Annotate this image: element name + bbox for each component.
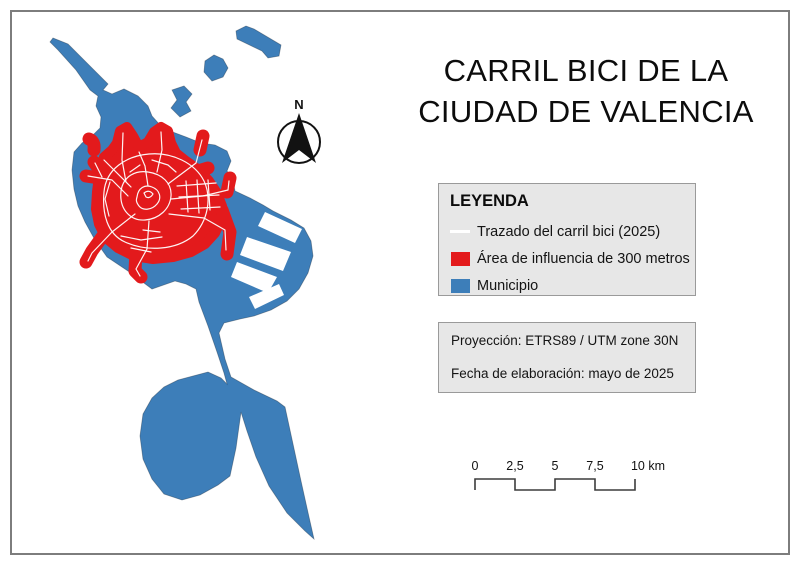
map-title-line2: CIUDAD DE VALENCIA: [418, 94, 754, 129]
north-arrow-label: N: [294, 97, 303, 112]
influence-tentacle-southeast: [215, 203, 237, 261]
scale-bar-end-label: 10 km: [631, 459, 665, 473]
dock-basin: [249, 284, 284, 309]
scale-bar-tick-label: 0: [472, 459, 479, 473]
legend-title: LEYENDA: [450, 192, 529, 210]
port-docks: [231, 212, 302, 309]
legend-box: LEYENDA Trazado del carril bici (2025) Á…: [438, 183, 696, 296]
scale-bar: 0 2,5 5 7,5 10 km: [472, 459, 665, 491]
dock-basin: [258, 212, 302, 243]
influence-tentacle-southwest: [79, 219, 117, 269]
map-title: CARRIL BICI DE LA CIUDAD DE VALENCIA: [398, 50, 774, 132]
municipality-island-north: [170, 85, 193, 118]
map-title-line1: CARRIL BICI DE LA: [443, 53, 729, 88]
bike-lane-grid: [176, 179, 221, 214]
info-box: Proyección: ETRS89 / UTM zone 30N Fecha …: [438, 322, 696, 393]
municipality-island-northeast: [235, 25, 282, 59]
scale-bar-tick-label: 5: [552, 459, 559, 473]
north-arrow-dart: [282, 113, 316, 163]
legend-item-influence-area: Área de influencia de 300 metros: [450, 245, 690, 272]
north-arrow-icon: N: [277, 97, 321, 164]
dock-basin: [240, 237, 291, 271]
projection-text: Proyección: ETRS89 / UTM zone 30N: [451, 333, 679, 348]
bike-lane-layer: [87, 131, 230, 277]
legend-item-label: Trazado del carril bici (2025): [477, 223, 661, 240]
scale-bar-tick-label: 2,5: [506, 459, 523, 473]
legend-item-bike-lane: Trazado del carril bici (2025): [450, 218, 683, 245]
bike-lane-radials: [87, 131, 230, 277]
bike-lane-connectors: [104, 159, 177, 253]
municipality-island-small: [203, 54, 229, 82]
municipality-swatch: [450, 278, 470, 293]
scale-bar-tick-label: 7,5: [586, 459, 603, 473]
legend-item-label: Municipio: [477, 277, 539, 294]
influence-area-swatch: [450, 251, 470, 266]
municipality-layer: [49, 25, 315, 541]
legend-item-label: Área de influencia de 300 metros: [477, 250, 690, 267]
dock-basin: [231, 262, 277, 293]
elaboration-date-text: Fecha de elaboración: mayo de 2025: [451, 366, 674, 381]
bike-lane-line-symbol: [450, 230, 470, 233]
legend-item-municipality: Municipio: [450, 272, 683, 299]
influence-tentacle-northwest: [82, 132, 101, 157]
scale-bar-stepped-line: [474, 478, 636, 491]
